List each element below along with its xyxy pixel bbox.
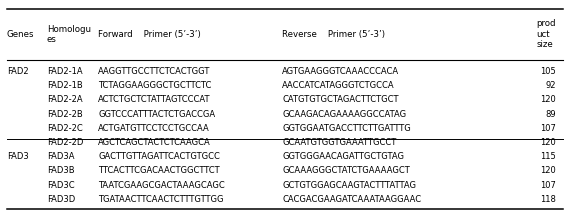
Text: GACTTGTTAGATTCACTGTGCC: GACTTGTTAGATTCACTGTGCC — [98, 152, 220, 161]
Text: FAD2: FAD2 — [7, 67, 29, 76]
Text: Genes: Genes — [7, 30, 34, 39]
Text: 105: 105 — [540, 67, 556, 76]
Text: FAD3A: FAD3A — [47, 152, 74, 161]
Text: Homologu
es: Homologu es — [47, 25, 91, 44]
Text: 89: 89 — [545, 110, 556, 119]
Text: 120: 120 — [540, 166, 556, 175]
Text: GGTGGGAACAGATTGCTGTAG: GGTGGGAACAGATTGCTGTAG — [282, 152, 404, 161]
Text: CACGACGAAGATCAAATAAGGAAC: CACGACGAAGATCAAATAAGGAAC — [282, 195, 421, 204]
Text: AACCATCATAGGGTCTGCCA: AACCATCATAGGGTCTGCCA — [282, 81, 395, 90]
Text: CATGTGTGCTAGACTTCTGCT: CATGTGTGCTAGACTTCTGCT — [282, 95, 398, 104]
Text: FAD2-1B: FAD2-1B — [47, 81, 83, 90]
Text: FAD2-2B: FAD2-2B — [47, 110, 83, 119]
Text: 115: 115 — [540, 152, 556, 161]
Text: TGATAACTTCAACTCTTTGTTGG: TGATAACTTCAACTCTTTGTTGG — [98, 195, 223, 204]
Text: ACTGATGTTCCTCCTGCCAA: ACTGATGTTCCTCCTGCCAA — [98, 124, 210, 133]
Text: GCTGTGGAGCAAGTACTTTATTAG: GCTGTGGAGCAAGTACTTTATTAG — [282, 181, 416, 190]
Text: 107: 107 — [540, 124, 556, 133]
Text: ACTCTGCTCTATTAGTCCCAT: ACTCTGCTCTATTAGTCCCAT — [98, 95, 210, 104]
Text: FAD2-2C: FAD2-2C — [47, 124, 83, 133]
Text: GCAATGTGGTGAAATTGCCT: GCAATGTGGTGAAATTGCCT — [282, 138, 396, 147]
Text: FAD3B: FAD3B — [47, 166, 74, 175]
Text: 120: 120 — [540, 95, 556, 104]
Text: FAD3C: FAD3C — [47, 181, 74, 190]
Text: 107: 107 — [540, 181, 556, 190]
Text: AGCTCAGCTACTCTCAAGCA: AGCTCAGCTACTCTCAAGCA — [98, 138, 211, 147]
Text: FAD3D: FAD3D — [47, 195, 75, 204]
Text: 92: 92 — [545, 81, 556, 90]
Text: TAATCGAAGCGACTAAAGCAGC: TAATCGAAGCGACTAAAGCAGC — [98, 181, 225, 190]
Text: Forward    Primer (5’-3’): Forward Primer (5’-3’) — [98, 30, 201, 39]
Text: GGTGGAATGACCTTCTTGATTTG: GGTGGAATGACCTTCTTGATTTG — [282, 124, 411, 133]
Text: FAD2-1A: FAD2-1A — [47, 67, 83, 76]
Text: GGTCCCATTTACTCTGACCGA: GGTCCCATTTACTCTGACCGA — [98, 110, 215, 119]
Text: GCAAAGGGCTATCTGAAAAGCT: GCAAAGGGCTATCTGAAAAGCT — [282, 166, 410, 175]
Text: FAD3: FAD3 — [7, 152, 29, 161]
Text: prod
uct
size: prod uct size — [536, 20, 556, 49]
Text: 120: 120 — [540, 138, 556, 147]
Text: Reverse    Primer (5’-3’): Reverse Primer (5’-3’) — [282, 30, 385, 39]
Text: GCAAGACAGAAAAGGCCATAG: GCAAGACAGAAAAGGCCATAG — [282, 110, 406, 119]
Text: TTCACTTCGACAACTGGCTTCT: TTCACTTCGACAACTGGCTTCT — [98, 166, 219, 175]
Text: 118: 118 — [540, 195, 556, 204]
Text: FAD2-2D: FAD2-2D — [47, 138, 83, 147]
Text: AAGGTTGCCTTCTCACTGGT: AAGGTTGCCTTCTCACTGGT — [98, 67, 210, 76]
Text: FAD2-2A: FAD2-2A — [47, 95, 83, 104]
Text: TCTAGGAAGGGCTGCTTCTC: TCTAGGAAGGGCTGCTTCTC — [98, 81, 211, 90]
Text: AGTGAAGGGTCAAACCCACA: AGTGAAGGGTCAAACCCACA — [282, 67, 399, 76]
